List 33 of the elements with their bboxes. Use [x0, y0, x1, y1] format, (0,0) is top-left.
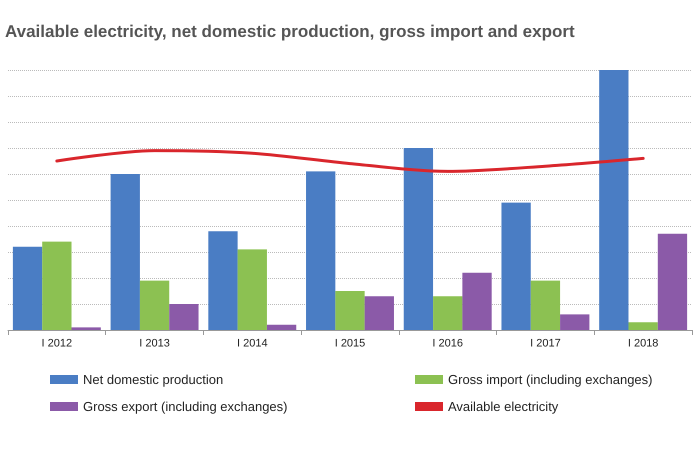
legend-label: Net domestic production: [83, 372, 224, 387]
legend-label: Gross export (including exchanges): [83, 399, 288, 414]
bar: [12, 246, 42, 330]
bar: [628, 322, 658, 330]
bar: [530, 280, 560, 330]
bar: [658, 234, 688, 330]
bar: [266, 324, 296, 330]
bar: [462, 272, 492, 330]
chart-title: Available electricity, net domestic production, gross import and export: [5, 22, 575, 41]
x-tick-label: I 2012: [42, 338, 72, 350]
bar: [208, 231, 238, 330]
bar: [110, 174, 140, 330]
x-tick-label: I 2016: [432, 338, 464, 350]
bar: [599, 70, 628, 330]
x-tick-label: I 2017: [530, 338, 561, 350]
bar: [306, 171, 336, 330]
x-tick-label: I 2013: [139, 338, 170, 350]
bar: [560, 314, 590, 330]
bar: [335, 291, 365, 330]
x-tick-label: I 2018: [628, 338, 658, 350]
bar: [72, 327, 101, 330]
bar: [364, 296, 394, 330]
legend-label: Gross import (including exchanges): [448, 372, 652, 387]
bar: [140, 280, 170, 330]
legend-label: Available electricity: [448, 399, 559, 414]
bar: [169, 304, 199, 330]
bar: [404, 148, 434, 330]
bar: [42, 242, 72, 330]
bar: [433, 296, 462, 330]
x-tick-label: I 2014: [236, 338, 268, 350]
x-tick-label: I 2015: [334, 338, 366, 350]
bar: [238, 249, 267, 330]
bar: [501, 202, 531, 330]
